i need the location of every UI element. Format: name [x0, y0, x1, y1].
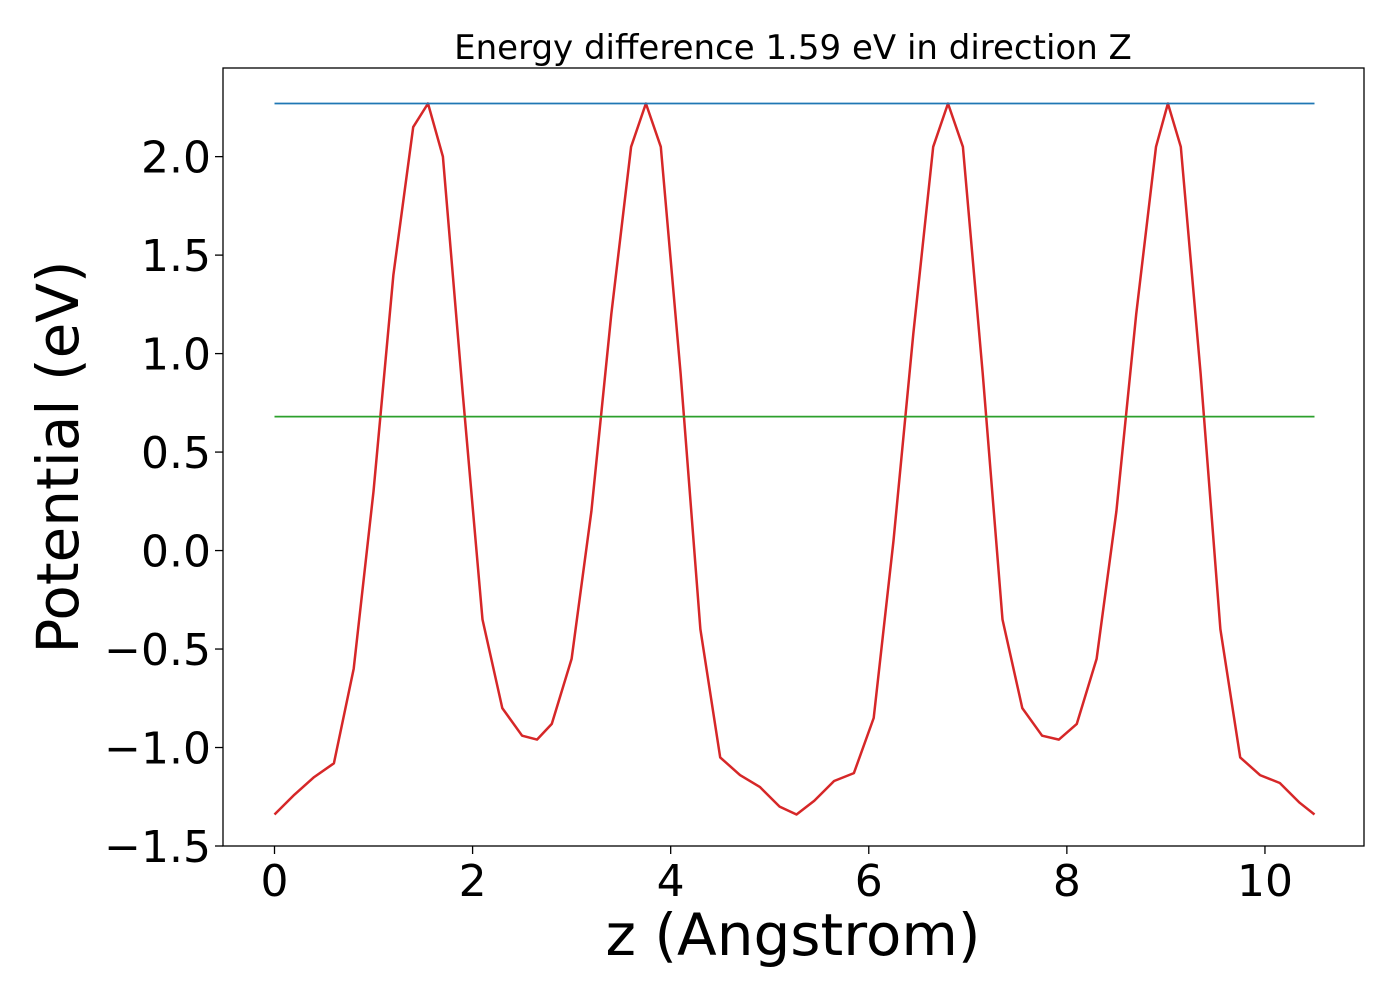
y-tick-label: 0.5 — [141, 428, 211, 479]
x-tick-label: 8 — [1053, 856, 1081, 907]
x-tick-label: 2 — [459, 856, 487, 907]
y-tick-label: 2.0 — [141, 133, 211, 184]
x-tick-label: 6 — [855, 856, 883, 907]
y-tick-label: −1.0 — [104, 724, 211, 775]
x-tick-label: 10 — [1237, 856, 1293, 907]
x-tick-label: 0 — [261, 856, 289, 907]
x-tick-label: 4 — [657, 856, 685, 907]
y-tick-label: 0.0 — [141, 527, 211, 578]
y-axis-ticks: −1.5 −1.0 −0.5 0.0 0.5 1.0 1.5 2.0 — [104, 133, 223, 873]
y-tick-label: −0.5 — [104, 625, 211, 676]
y-axis-label: Potential (eV) — [24, 260, 92, 653]
x-axis-label: z (Angstrom) — [606, 901, 981, 969]
chart-title: Energy difference 1.59 eV in direction Z — [454, 28, 1132, 68]
series-layer — [273, 102, 1316, 816]
x-axis-ticks: 0 2 4 6 8 10 — [261, 846, 1293, 907]
series-line-0 — [273, 102, 1316, 816]
y-tick-label: 1.5 — [141, 231, 211, 282]
y-tick-label: 1.0 — [141, 330, 211, 381]
y-tick-label: −1.5 — [104, 822, 211, 873]
plot-area — [222, 67, 1365, 847]
